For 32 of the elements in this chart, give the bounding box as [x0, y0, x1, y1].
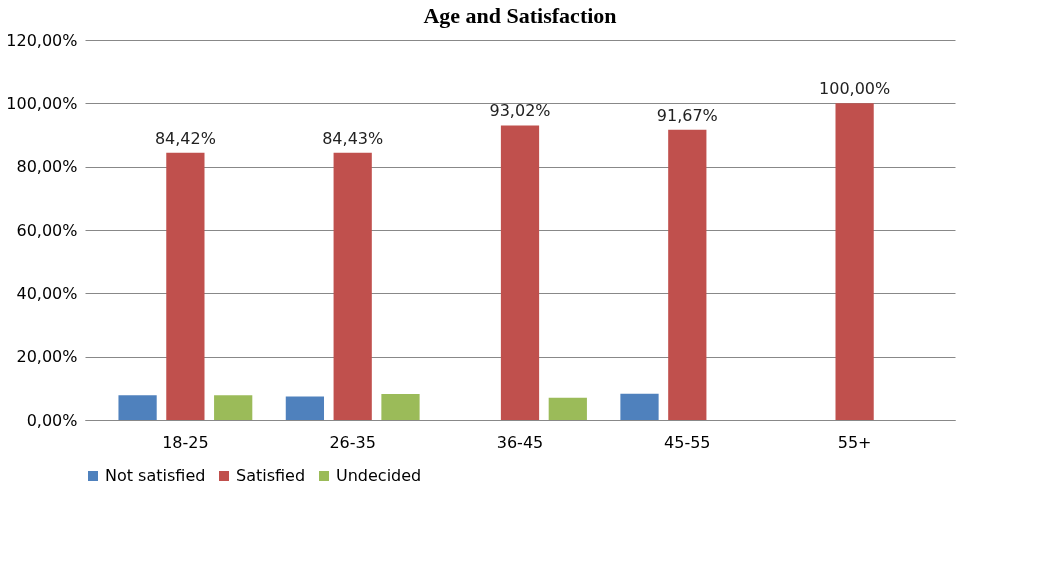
y-tick-label: 100,00% [6, 93, 78, 113]
y-tick-label: 80,00% [16, 157, 78, 177]
legend-label: Undecided [336, 466, 422, 485]
bar [333, 152, 372, 420]
data-label: 93,02% [489, 101, 551, 121]
bar [381, 394, 420, 420]
data-label: 100,00% [819, 79, 891, 99]
data-label: 84,42% [154, 128, 216, 148]
y-tick-label: 40,00% [16, 283, 78, 303]
x-tick-label: 45-55 [664, 432, 711, 452]
data-label: 91,67% [656, 105, 718, 125]
bar [835, 103, 874, 420]
y-tick-label: 120,00% [6, 30, 78, 50]
chart-title: Age and Satisfaction [423, 3, 617, 28]
y-tick-label: 20,00% [16, 347, 78, 367]
data-label: 84,43% [322, 128, 384, 148]
bar [214, 395, 253, 420]
bar [668, 129, 707, 420]
x-tick-label: 26-35 [329, 432, 376, 452]
bar [118, 395, 157, 420]
x-tick-label: 18-25 [162, 432, 209, 452]
legend-label: Satisfied [236, 466, 306, 485]
y-tick-label: 0,00% [26, 410, 78, 430]
bar [166, 152, 205, 420]
x-tick-label: 55+ [837, 432, 872, 452]
legend-label: Not satisfied [105, 466, 206, 485]
bar [548, 397, 587, 420]
y-tick-label: 60,00% [16, 220, 78, 240]
bar [285, 396, 325, 420]
bar [500, 125, 540, 420]
x-tick-label: 36-45 [496, 432, 544, 452]
bar [620, 393, 659, 420]
